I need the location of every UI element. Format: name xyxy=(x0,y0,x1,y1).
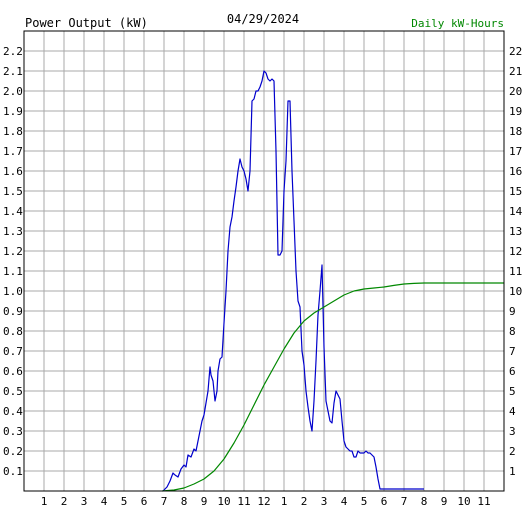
x-tick-label: 4 xyxy=(101,495,108,508)
right-tick-label: 16 xyxy=(509,165,522,178)
right-tick-label: 20 xyxy=(509,85,522,98)
right-tick-label: 11 xyxy=(509,265,522,278)
left-tick-label: 1.2 xyxy=(3,245,23,258)
x-tick-label: 3 xyxy=(321,495,328,508)
left-tick-label: 0.6 xyxy=(3,365,23,378)
left-axis-label: Power Output (kW) xyxy=(25,16,148,30)
x-tick-label: 5 xyxy=(121,495,128,508)
x-tick-label: 7 xyxy=(401,495,408,508)
x-tick-label: 8 xyxy=(421,495,428,508)
left-tick-label: 1.8 xyxy=(3,125,23,138)
right-tick-label: 21 xyxy=(509,65,522,78)
left-tick-label: 1.7 xyxy=(3,145,23,158)
right-tick-label: 3 xyxy=(509,425,516,438)
right-tick-label: 19 xyxy=(509,105,522,118)
left-tick-label: 1.5 xyxy=(3,185,23,198)
x-tick-label: 10 xyxy=(217,495,230,508)
daily-kwh-line xyxy=(161,282,504,492)
x-tick-label: 6 xyxy=(381,495,388,508)
tick-labels: 1 2 3 4 5 6 7 8 9 10 11 12 1 2 3 4 5 6 7 8 9 10 110.10.20.30.4… xyxy=(3,45,523,508)
right-tick-label: 5 xyxy=(509,385,516,398)
chart-title: 04/29/2024 xyxy=(227,12,299,26)
right-tick-label: 8 xyxy=(509,325,516,338)
right-tick-label: 9 xyxy=(509,305,516,318)
left-tick-label: 0.7 xyxy=(3,345,23,358)
left-tick-label: 0.2 xyxy=(3,445,23,458)
left-tick-label: 0.1 xyxy=(3,465,23,478)
left-tick-label: 1.0 xyxy=(3,285,23,298)
right-tick-label: 6 xyxy=(509,365,516,378)
left-tick-label: 1.6 xyxy=(3,165,23,178)
x-tick-label: 1 xyxy=(41,495,48,508)
right-tick-label: 15 xyxy=(509,185,522,198)
left-tick-label: 0.3 xyxy=(3,425,23,438)
right-tick-label: 10 xyxy=(509,285,522,298)
series-lines xyxy=(161,70,504,492)
x-tick-label: 12 xyxy=(257,495,270,508)
right-tick-label: 18 xyxy=(509,125,522,138)
x-tick-label: 5 xyxy=(361,495,368,508)
x-tick-label: 6 xyxy=(141,495,148,508)
right-tick-label: 13 xyxy=(509,225,522,238)
right-tick-label: 12 xyxy=(509,245,522,258)
right-axis-label: Daily kW-Hours xyxy=(411,17,504,30)
x-tick-label: 7 xyxy=(161,495,168,508)
x-tick-label: 8 xyxy=(181,495,188,508)
right-tick-label: 1 xyxy=(509,465,516,478)
power-output-line xyxy=(162,70,424,492)
left-tick-label: 0.9 xyxy=(3,305,23,318)
left-tick-label: 0.4 xyxy=(3,405,23,418)
left-tick-label: 0.5 xyxy=(3,385,23,398)
right-tick-label: 22 xyxy=(509,45,522,58)
x-tick-label: 9 xyxy=(441,495,448,508)
plot-frame xyxy=(23,30,505,492)
x-tick-label: 11 xyxy=(237,495,250,508)
left-tick-label: 1.4 xyxy=(3,205,23,218)
left-tick-label: 1.9 xyxy=(3,105,23,118)
x-tick-label: 3 xyxy=(81,495,88,508)
right-tick-label: 2 xyxy=(509,445,516,458)
right-tick-label: 17 xyxy=(509,145,522,158)
x-tick-label: 4 xyxy=(341,495,348,508)
left-tick-label: 1.3 xyxy=(3,225,23,238)
left-tick-label: 2.0 xyxy=(3,85,23,98)
left-tick-label: 1.1 xyxy=(3,265,23,278)
right-tick-label: 14 xyxy=(509,205,523,218)
right-tick-label: 4 xyxy=(509,405,516,418)
left-tick-label: 2.1 xyxy=(3,65,23,78)
grid xyxy=(24,31,504,491)
right-tick-label: 7 xyxy=(509,345,516,358)
x-tick-label: 9 xyxy=(201,495,208,508)
x-tick-label: 10 xyxy=(457,495,470,508)
x-tick-label: 1 xyxy=(281,495,288,508)
x-tick-label: 11 xyxy=(477,495,490,508)
x-tick-label: 2 xyxy=(61,495,68,508)
x-tick-label: 2 xyxy=(301,495,308,508)
left-tick-label: 0.8 xyxy=(3,325,23,338)
left-tick-label: 2.2 xyxy=(3,45,23,58)
